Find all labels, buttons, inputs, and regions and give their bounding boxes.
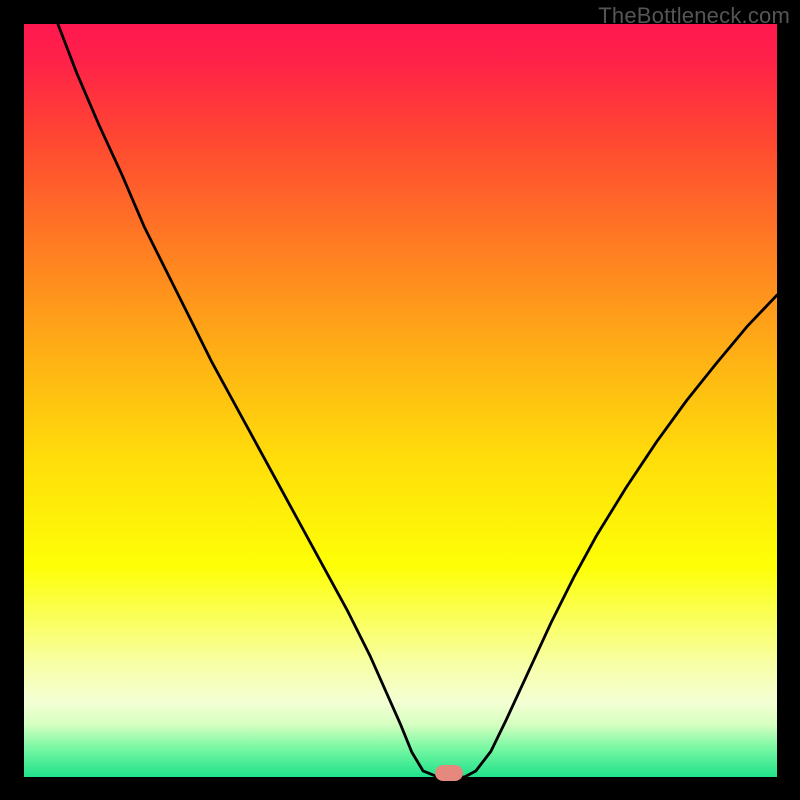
watermark-text: TheBottleneck.com: [598, 3, 790, 29]
optimal-point-marker: [435, 765, 463, 781]
bottleneck-curve-chart: [24, 24, 777, 777]
chart-container: TheBottleneck.com: [0, 0, 800, 800]
